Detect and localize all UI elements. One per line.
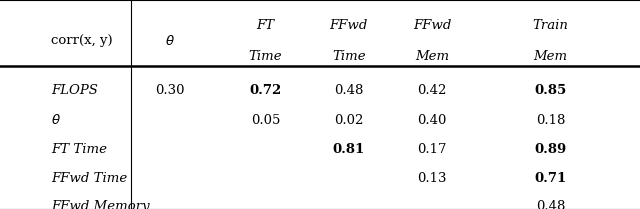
Text: FT Time: FT Time [51, 143, 108, 156]
Text: FFwd Time: FFwd Time [51, 172, 127, 185]
Text: 0.42: 0.42 [417, 84, 447, 97]
Text: 0.81: 0.81 [333, 143, 365, 156]
Text: FLOPS: FLOPS [51, 84, 98, 97]
Text: 0.17: 0.17 [417, 143, 447, 156]
Text: corr(x, y): corr(x, y) [51, 34, 113, 47]
Text: 0.02: 0.02 [334, 114, 364, 127]
Text: FFwd: FFwd [413, 19, 451, 32]
Text: Train: Train [532, 19, 568, 32]
Text: 0.18: 0.18 [536, 114, 565, 127]
Text: 0.40: 0.40 [417, 114, 447, 127]
Text: Time: Time [249, 50, 282, 63]
Text: 0.48: 0.48 [334, 84, 364, 97]
Text: 0.05: 0.05 [251, 114, 280, 127]
Text: $\theta$: $\theta$ [164, 34, 175, 48]
Text: FFwd: FFwd [330, 19, 368, 32]
Text: Mem: Mem [415, 50, 449, 63]
Text: 0.48: 0.48 [536, 200, 565, 209]
Text: 0.30: 0.30 [155, 84, 184, 97]
Text: FT: FT [257, 19, 275, 32]
Text: 0.71: 0.71 [534, 172, 566, 185]
Text: 0.72: 0.72 [250, 84, 282, 97]
Text: FFwd Memory: FFwd Memory [51, 200, 150, 209]
Text: Time: Time [332, 50, 365, 63]
Text: 0.13: 0.13 [417, 172, 447, 185]
Text: 0.85: 0.85 [534, 84, 566, 97]
Text: $\theta$: $\theta$ [51, 113, 61, 127]
Text: 0.89: 0.89 [534, 143, 566, 156]
Text: Mem: Mem [533, 50, 568, 63]
